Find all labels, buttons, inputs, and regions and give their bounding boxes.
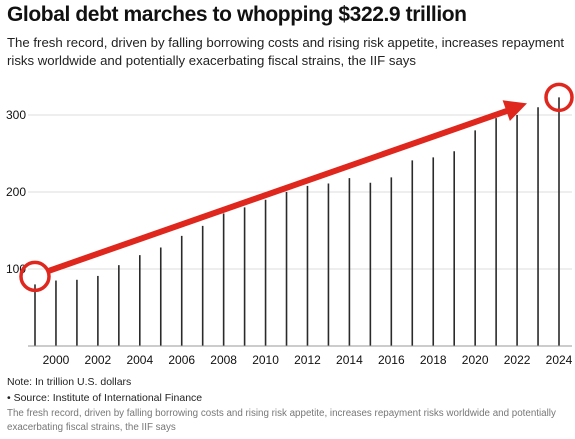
gridlines [28, 114, 572, 270]
y-tick-label: 300 [6, 108, 26, 122]
trend-arrow-head [502, 100, 527, 122]
x-tick-label: 2008 [210, 353, 237, 367]
x-tick-label: 2014 [336, 353, 363, 367]
chart-subtitle: The fresh record, driven by falling borr… [7, 35, 565, 68]
y-tick-label: 200 [6, 185, 26, 199]
trend-arrow-shaft [47, 104, 520, 274]
start-highlight-circle [19, 260, 51, 293]
end-highlight-circle [544, 82, 574, 113]
photo-caption: The fresh record, driven by falling borr… [7, 408, 556, 433]
x-tick-label: 2002 [85, 353, 112, 367]
x-tick-label: 2000 [43, 353, 70, 367]
x-tick-label: 2012 [294, 353, 321, 367]
annotations [19, 82, 574, 293]
x-tick-label: 2020 [462, 353, 489, 367]
units-note: Note: In trillion U.S. dollars [7, 376, 132, 388]
source-note: • Source: Institute of International Fin… [7, 392, 203, 404]
x-tick-label: 2004 [126, 353, 153, 367]
x-tick-label: 2022 [504, 353, 531, 367]
x-tick-label: 2024 [546, 353, 573, 367]
x-tick-label: 2010 [252, 353, 279, 367]
x-tick-label: 2006 [168, 353, 195, 367]
x-tick-label: 2018 [420, 353, 447, 367]
chart-title: Global debt marches to whopping $322.9 t… [7, 3, 467, 26]
bars [34, 97, 560, 346]
x-tick-label: 2016 [378, 353, 405, 367]
x-axis-labels: 2000 2002 2004 2006 2008 2010 2012 2014 2016 2018… [43, 353, 573, 367]
